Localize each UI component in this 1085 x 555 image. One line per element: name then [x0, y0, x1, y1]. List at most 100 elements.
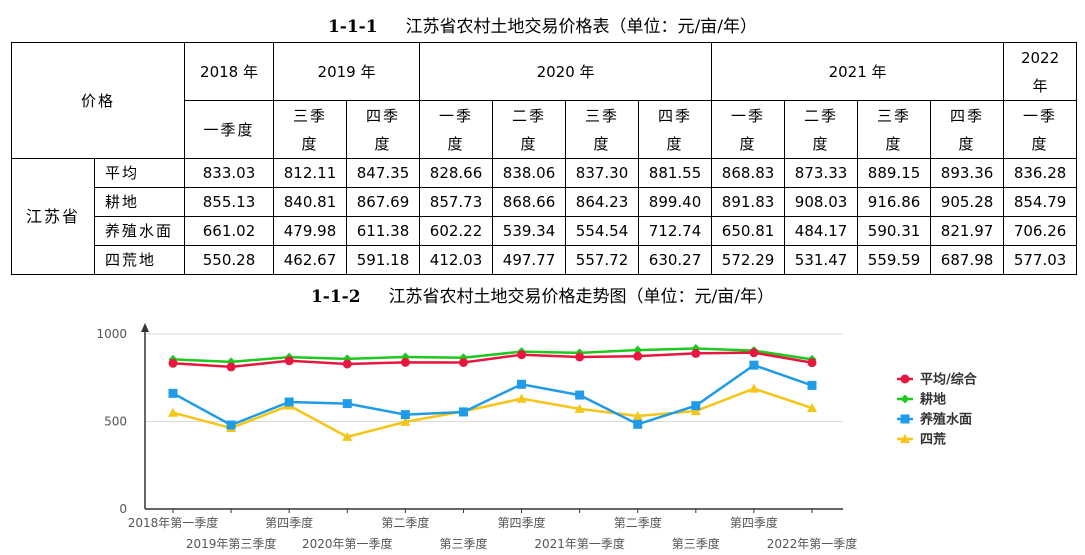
data-point — [400, 357, 410, 367]
table-cell: 554.54 — [565, 216, 640, 246]
series-line — [172, 387, 813, 439]
table-row: 江苏省 平均 833.03 812.11 847.35 828.66 838.06 837.3… — [11, 158, 1078, 275]
data-point — [342, 399, 352, 409]
year-header-cell: 2018 年 — [184, 42, 275, 101]
season-header-cell: 一季 度 — [1003, 100, 1078, 159]
chart-caption-text: 江苏省农村土地交易价格走势图（单位：元/亩/年） — [388, 287, 775, 307]
data-point — [691, 348, 701, 358]
x-tick-label: 第四季度 — [265, 515, 313, 530]
data-point — [575, 352, 585, 362]
x-tick-label: 2019年第三季度 — [186, 536, 277, 551]
chart-caption-number: 1-1-2 — [310, 287, 361, 307]
y-tick-label: 0 — [119, 502, 127, 516]
table-cell: 828.66 — [419, 158, 494, 188]
table-cell: 550.28 — [184, 245, 275, 275]
data-point — [458, 407, 468, 417]
legend-swatch-marker — [900, 434, 910, 443]
x-tick-label: 2018年第一季度 — [128, 515, 219, 530]
table-cell: 557.72 — [565, 245, 640, 275]
table-cell: 847.35 — [346, 158, 421, 188]
data-point — [517, 350, 527, 360]
year-header-cell: 2020 年 — [419, 42, 713, 101]
table-row: 四荒地 550.28 462.67 591.18 412.03 497.77 557.72 6… — [12, 245, 1078, 275]
data-point — [400, 416, 411, 426]
legend-swatch-marker — [900, 414, 910, 424]
x-tick-label: 第四季度 — [498, 515, 546, 530]
table-cell: 712.74 — [638, 216, 713, 246]
legend-label: 四荒 — [920, 432, 946, 448]
table-cell: 591.18 — [346, 245, 421, 275]
series-line — [172, 351, 813, 369]
data-point — [691, 401, 701, 411]
data-point — [342, 359, 352, 369]
legend-label: 平均/综合 — [920, 372, 978, 388]
season-header-row: 一季度 三季 度四季 度一季 度二季 度三季 度四季 度一季 度二季 度三季 度四… — [12, 100, 1078, 159]
table-cell: 812.11 — [273, 158, 348, 188]
year-header-cell: 2019 年 — [273, 42, 421, 101]
table-cell: 905.28 — [930, 187, 1005, 217]
table-cell: 650.81 — [711, 216, 786, 246]
data-point — [168, 358, 178, 368]
table-cell: 706.26 — [1003, 216, 1078, 246]
season-header-cell: 三季 度 — [273, 100, 348, 159]
data-point — [748, 383, 759, 393]
season-header-cell: 二季 度 — [492, 100, 567, 159]
table-cell: 412.03 — [419, 245, 494, 275]
y-tick-label: 1000 — [96, 327, 127, 341]
data-point — [226, 362, 236, 372]
season-header-cell: 一季 度 — [711, 100, 786, 159]
season-header-cell: 一季度 — [184, 100, 275, 159]
y-axis-arrow — [141, 323, 149, 332]
data-point — [632, 410, 643, 420]
table-caption-text: 江苏省农村土地交易价格表（单位：元/亩/年） — [405, 17, 758, 37]
table-cell: 893.36 — [930, 158, 1005, 188]
province-cell: 江苏省 — [11, 158, 95, 275]
data-point — [749, 348, 759, 358]
row-label-cell: 四荒地 — [93, 245, 186, 275]
season-header-cell: 一季 度 — [419, 100, 494, 159]
table-row: 耕地 855.13 840.81 867.69 857.73 868.66 864.23 89… — [12, 187, 1078, 217]
data-point — [284, 356, 294, 366]
season-header-cell: 四季 度 — [930, 100, 1005, 159]
data-point — [807, 358, 817, 368]
data-point — [168, 388, 178, 398]
data-point — [633, 419, 643, 429]
season-header-cell: 二季 度 — [784, 100, 859, 159]
data-point — [807, 380, 817, 390]
table-cell: 497.77 — [492, 245, 567, 275]
row-label-cell: 平均 — [93, 158, 186, 188]
chart-svg: 0 500 1000 2018年第一季度 第四季度 第二季度 第四季度 第二季度 第四季度 201… — [96, 323, 978, 551]
data-point — [342, 431, 353, 441]
table-body: 价格 2018 年 2019 年 2020 年 2021 年 2022 年 一季… — [10, 42, 1078, 275]
table-row: 养殖水面 661.02 479.98 611.38 602.22 539.34 554.54… — [12, 216, 1078, 246]
x-tick-label: 第四季度 — [730, 515, 778, 530]
data-point — [284, 397, 294, 407]
chart-caption: 1-1-2 江苏省农村土地交易价格走势图（单位：元/亩/年） — [0, 282, 1085, 307]
table-cell: 531.47 — [784, 245, 859, 275]
price-table: 价格 2018 年 2019 年 2020 年 2021 年 2022 年 一季… — [10, 42, 1078, 275]
row-label-cell: 耕地 — [93, 187, 186, 217]
data-point — [168, 407, 178, 417]
table-cell: 630.27 — [638, 245, 713, 275]
data-point — [633, 351, 643, 361]
data-point — [516, 393, 527, 403]
table-caption: 1-1-1 江苏省农村土地交易价格表（单位：元/亩/年） — [0, 12, 1085, 37]
table-cell: 868.83 — [711, 158, 786, 188]
legend-label: 耕地 — [920, 392, 946, 408]
table-cell: 559.59 — [857, 245, 932, 275]
x-tick-label: 2022年第一季度 — [767, 536, 858, 551]
table-cell: 908.03 — [784, 187, 859, 217]
table-cell: 868.66 — [492, 187, 567, 217]
data-point — [574, 403, 585, 413]
season-header-cell: 三季 度 — [565, 100, 640, 159]
table-cell: 833.03 — [184, 158, 275, 188]
table-cell: 687.98 — [930, 245, 1005, 275]
y-tick-label: 500 — [104, 415, 127, 429]
data-point — [226, 420, 236, 430]
x-tick-label: 第二季度 — [614, 515, 662, 530]
price-header-cell: 价格 — [10, 42, 186, 159]
x-tick-label: 第二季度 — [381, 515, 429, 530]
table-cell: 873.33 — [784, 158, 859, 188]
legend-swatch-marker — [900, 394, 910, 404]
table-cell: 479.98 — [273, 216, 348, 246]
